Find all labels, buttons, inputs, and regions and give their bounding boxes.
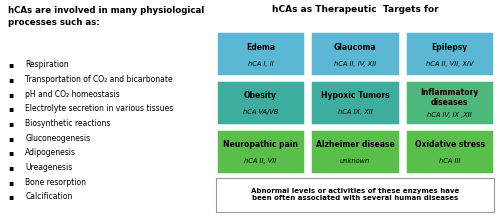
Text: ▪: ▪ — [8, 75, 14, 84]
Text: Alzheimer disease: Alzheimer disease — [316, 140, 394, 149]
Text: hCA II, VII: hCA II, VII — [244, 158, 276, 164]
FancyBboxPatch shape — [216, 80, 305, 125]
FancyBboxPatch shape — [405, 80, 494, 125]
Text: hCA I, II: hCA I, II — [248, 61, 274, 67]
Text: Obesity: Obesity — [244, 91, 277, 100]
FancyBboxPatch shape — [310, 31, 400, 76]
Text: Hypoxic Tumors: Hypoxic Tumors — [320, 91, 390, 100]
Text: pH and CO₂ homeostasis: pH and CO₂ homeostasis — [25, 90, 120, 99]
FancyBboxPatch shape — [405, 129, 494, 174]
Text: ▪: ▪ — [8, 178, 14, 187]
FancyBboxPatch shape — [216, 31, 305, 76]
Text: hCA III: hCA III — [439, 158, 460, 164]
Text: unknown: unknown — [340, 158, 370, 164]
Text: Inflammatory
diseases: Inflammatory diseases — [420, 87, 478, 107]
Text: Abnormal levels or activities of these enzymes have
been often associated with s: Abnormal levels or activities of these e… — [251, 188, 459, 202]
Text: hCA VA/VB: hCA VA/VB — [243, 110, 278, 116]
Text: ▪: ▪ — [8, 134, 14, 143]
Text: Ureagenesis: Ureagenesis — [25, 163, 72, 172]
Text: ▪: ▪ — [8, 163, 14, 172]
Text: Edema: Edema — [246, 43, 275, 52]
Text: ▪: ▪ — [8, 60, 14, 69]
Text: Adipogenesis: Adipogenesis — [25, 148, 76, 157]
Text: Bone resorption: Bone resorption — [25, 178, 86, 187]
Text: Electrolyte secretion in various tissues: Electrolyte secretion in various tissues — [25, 104, 174, 113]
Text: hCA II, IV, XII: hCA II, IV, XII — [334, 61, 376, 67]
Text: hCA IV, IX ,XII: hCA IV, IX ,XII — [427, 112, 472, 118]
Text: Neuropathic pain: Neuropathic pain — [223, 140, 298, 149]
Text: Gluconeogenesis: Gluconeogenesis — [25, 134, 90, 143]
Text: ▪: ▪ — [8, 119, 14, 128]
Text: ▪: ▪ — [8, 192, 14, 202]
Text: ▪: ▪ — [8, 90, 14, 99]
Text: Glaucoma: Glaucoma — [334, 43, 376, 52]
FancyBboxPatch shape — [405, 31, 494, 76]
FancyBboxPatch shape — [216, 129, 305, 174]
Text: ▪: ▪ — [8, 148, 14, 157]
FancyBboxPatch shape — [310, 80, 400, 125]
Text: Respiration: Respiration — [25, 60, 69, 69]
Text: Transportation of CO₂ and bicarbonate: Transportation of CO₂ and bicarbonate — [25, 75, 173, 84]
Text: ▪: ▪ — [8, 104, 14, 113]
Text: hCA II, VII, XIV: hCA II, VII, XIV — [426, 61, 474, 67]
Text: Calcification: Calcification — [25, 192, 72, 202]
Text: hCA IX, XII: hCA IX, XII — [338, 110, 372, 116]
Text: hCAs are involved in many physiological
processes such as:: hCAs are involved in many physiological … — [8, 6, 204, 27]
Text: hCAs as Therapeutic  Targets for: hCAs as Therapeutic Targets for — [272, 5, 438, 14]
Text: Epilepsy: Epilepsy — [432, 43, 468, 52]
FancyBboxPatch shape — [216, 178, 494, 212]
FancyBboxPatch shape — [310, 129, 400, 174]
Text: Biosynthetic reactions: Biosynthetic reactions — [25, 119, 110, 128]
Text: Oxidative stress: Oxidative stress — [414, 140, 484, 149]
